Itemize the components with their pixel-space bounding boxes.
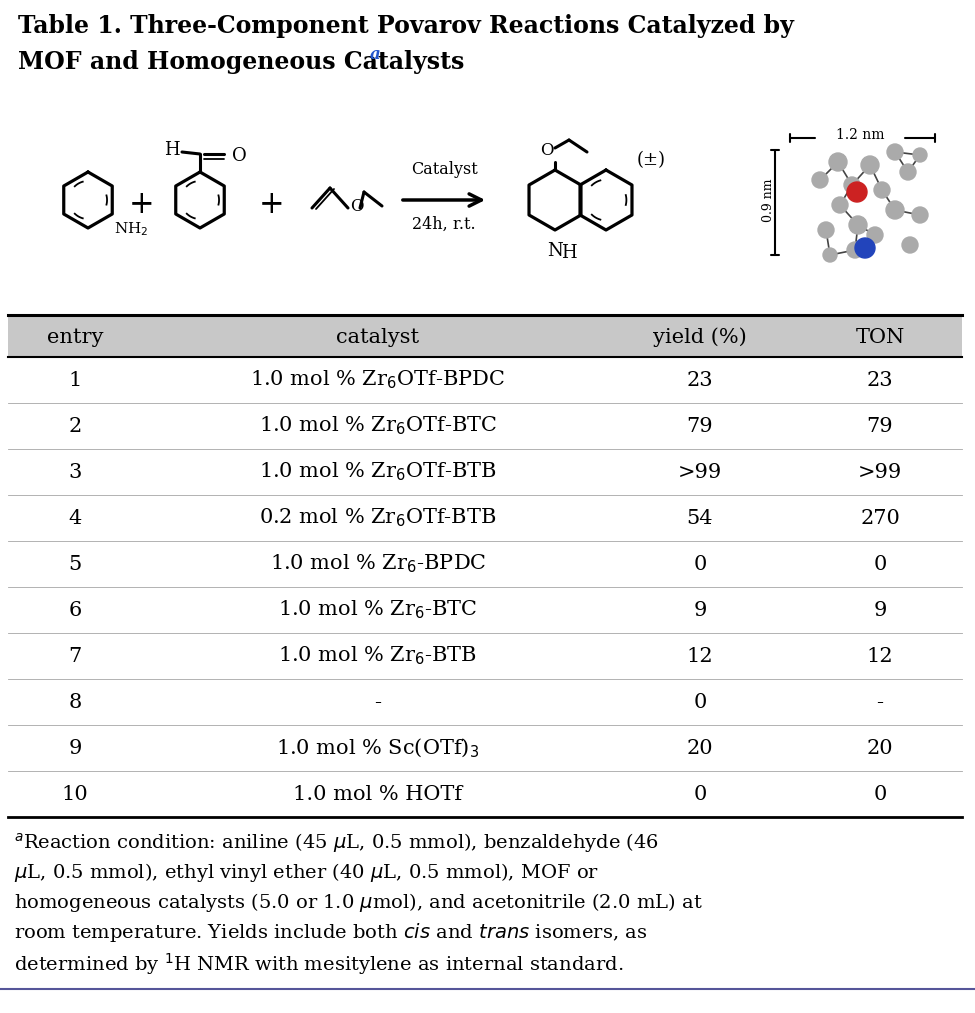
Text: Table 1. Three-Component Povarov Reactions Catalyzed by: Table 1. Three-Component Povarov Reactio… bbox=[18, 14, 794, 38]
Text: 23: 23 bbox=[686, 371, 714, 390]
Text: entry: entry bbox=[47, 327, 103, 346]
Text: 9: 9 bbox=[68, 738, 82, 758]
Text: 1.0 mol % Sc(OTf)$_3$: 1.0 mol % Sc(OTf)$_3$ bbox=[276, 736, 480, 760]
Text: 1.0 mol % Zr$_6$-BTC: 1.0 mol % Zr$_6$-BTC bbox=[278, 599, 478, 621]
Text: 1.0 mol % Zr$_6$OTf-BTB: 1.0 mol % Zr$_6$OTf-BTB bbox=[259, 461, 497, 483]
Text: 0: 0 bbox=[874, 784, 886, 803]
Text: 9: 9 bbox=[693, 601, 707, 620]
Text: H: H bbox=[562, 244, 577, 262]
Text: 79: 79 bbox=[867, 416, 893, 436]
Text: yield (%): yield (%) bbox=[653, 327, 747, 346]
Text: 9: 9 bbox=[874, 601, 886, 620]
Text: 0: 0 bbox=[874, 554, 886, 573]
Text: O: O bbox=[350, 198, 364, 215]
Text: 1.0 mol % Zr$_6$-BTB: 1.0 mol % Zr$_6$-BTB bbox=[279, 644, 478, 668]
Circle shape bbox=[867, 227, 883, 243]
Text: a: a bbox=[370, 46, 381, 63]
Circle shape bbox=[861, 156, 879, 174]
Circle shape bbox=[913, 148, 927, 162]
Text: 1.0 mol % HOTf: 1.0 mol % HOTf bbox=[293, 784, 462, 803]
Text: Catalyst: Catalyst bbox=[410, 161, 478, 178]
Circle shape bbox=[887, 144, 903, 160]
Text: H: H bbox=[164, 141, 179, 159]
Text: -: - bbox=[877, 693, 883, 711]
Text: >99: >99 bbox=[678, 463, 722, 481]
Text: 5: 5 bbox=[68, 554, 82, 573]
Text: $\mu$L, 0.5 mmol), ethyl vinyl ether (40 $\mu$L, 0.5 mmol), MOF or: $\mu$L, 0.5 mmol), ethyl vinyl ether (40… bbox=[14, 861, 599, 884]
Text: 0: 0 bbox=[693, 693, 707, 711]
Bar bbox=[8, 315, 962, 357]
Text: 1.0 mol % Zr$_6$OTf-BTC: 1.0 mol % Zr$_6$OTf-BTC bbox=[258, 414, 497, 438]
Circle shape bbox=[847, 182, 867, 202]
Text: room temperature. Yields include both $\mathit{cis}$ and $\mathit{trans}$ isomer: room temperature. Yields include both $\… bbox=[14, 921, 647, 944]
Text: 0.2 mol % Zr$_6$OTf-BTB: 0.2 mol % Zr$_6$OTf-BTB bbox=[259, 506, 496, 530]
Text: (±): (±) bbox=[637, 151, 666, 169]
Text: 20: 20 bbox=[686, 738, 714, 758]
Text: +: + bbox=[129, 188, 155, 220]
Text: 54: 54 bbox=[686, 509, 714, 528]
Text: +: + bbox=[259, 188, 285, 220]
Text: O: O bbox=[540, 142, 554, 158]
Circle shape bbox=[844, 177, 860, 193]
Circle shape bbox=[829, 153, 847, 171]
Circle shape bbox=[832, 197, 848, 213]
Text: 24h, r.t.: 24h, r.t. bbox=[412, 216, 476, 233]
Text: 1.2 nm: 1.2 nm bbox=[836, 128, 884, 142]
Circle shape bbox=[886, 201, 904, 219]
Text: N: N bbox=[547, 242, 563, 260]
Text: 1.0 mol % Zr$_6$OTf-BPDC: 1.0 mol % Zr$_6$OTf-BPDC bbox=[251, 369, 506, 391]
Circle shape bbox=[874, 182, 890, 198]
Text: -: - bbox=[374, 693, 381, 711]
Circle shape bbox=[812, 172, 828, 188]
Circle shape bbox=[900, 164, 916, 180]
Text: 7: 7 bbox=[68, 646, 82, 666]
Text: 1.0 mol % Zr$_6$-BPDC: 1.0 mol % Zr$_6$-BPDC bbox=[270, 553, 487, 575]
Text: NH$_2$: NH$_2$ bbox=[114, 220, 149, 238]
Text: 2: 2 bbox=[68, 416, 82, 436]
Text: 23: 23 bbox=[867, 371, 893, 390]
Text: 12: 12 bbox=[867, 646, 893, 666]
Text: >99: >99 bbox=[858, 463, 902, 481]
Text: $^{a}$Reaction condition: aniline (45 $\mu$L, 0.5 mmol), benzaldehyde (46: $^{a}$Reaction condition: aniline (45 $\… bbox=[14, 831, 659, 855]
Text: O: O bbox=[232, 147, 247, 165]
Text: 4: 4 bbox=[68, 509, 82, 528]
Circle shape bbox=[855, 238, 875, 258]
Text: 270: 270 bbox=[860, 509, 900, 528]
Text: 0: 0 bbox=[693, 554, 707, 573]
Text: catalyst: catalyst bbox=[336, 327, 419, 346]
Text: MOF and Homogeneous Catalysts: MOF and Homogeneous Catalysts bbox=[18, 50, 464, 74]
Text: homogeneous catalysts (5.0 or 1.0 $\mu$mol), and acetonitrile (2.0 mL) at: homogeneous catalysts (5.0 or 1.0 $\mu$m… bbox=[14, 891, 703, 914]
Circle shape bbox=[823, 248, 837, 262]
Circle shape bbox=[902, 237, 918, 253]
Circle shape bbox=[818, 222, 834, 238]
Circle shape bbox=[912, 207, 928, 223]
Text: TON: TON bbox=[855, 327, 905, 346]
Text: 0.9 nm: 0.9 nm bbox=[761, 178, 774, 222]
Text: 1: 1 bbox=[68, 371, 82, 390]
Text: determined by $^{1}$H NMR with mesitylene as internal standard.: determined by $^{1}$H NMR with mesitylen… bbox=[14, 951, 623, 977]
Text: 0: 0 bbox=[693, 784, 707, 803]
Text: 12: 12 bbox=[686, 646, 714, 666]
Text: 10: 10 bbox=[61, 784, 89, 803]
Text: 20: 20 bbox=[867, 738, 893, 758]
Text: 3: 3 bbox=[68, 463, 82, 481]
Text: 6: 6 bbox=[68, 601, 82, 620]
Text: 8: 8 bbox=[68, 693, 82, 711]
Text: 79: 79 bbox=[686, 416, 714, 436]
Circle shape bbox=[847, 242, 863, 258]
Circle shape bbox=[849, 216, 867, 234]
